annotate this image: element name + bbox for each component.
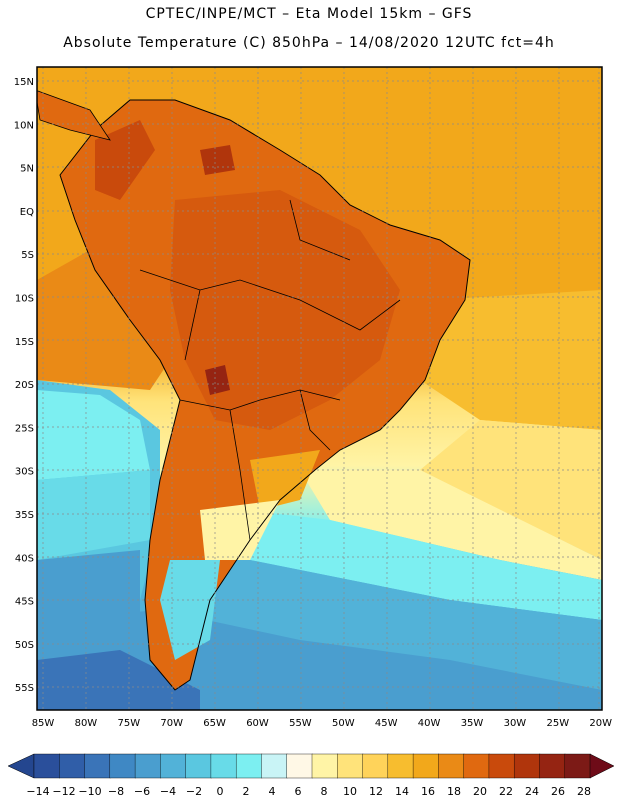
colorbar-label: 6 (295, 785, 302, 798)
colorbar-high-arrow (589, 753, 615, 779)
colorbar-label: 0 (217, 785, 224, 798)
colorbar-swatch (109, 753, 136, 779)
longitude-label: 40W (418, 718, 441, 729)
colorbar-label: 26 (551, 785, 565, 798)
colorbar-label: 2 (243, 785, 250, 798)
latitude-label: 10S (15, 294, 34, 305)
colorbar-label: 28 (577, 785, 591, 798)
longitude-label: 25W (546, 718, 569, 729)
colorbar-label: 14 (395, 785, 409, 798)
latitude-label: 45S (15, 597, 34, 608)
longitude-labels: 85W 80W 75W 70W 65W 60W 55W 50W 45W 40W 35W 30W 25W 2… (32, 718, 612, 729)
colorbar-swatch (33, 753, 60, 779)
colorbar-swatch (488, 753, 515, 779)
latitude-label: 40S (15, 553, 34, 564)
colorbar-label: 24 (525, 785, 539, 798)
colorbar-swatch (311, 753, 338, 779)
longitude-label: 75W (117, 718, 140, 729)
longitude-label: 50W (332, 718, 355, 729)
colorbar-label: 8 (321, 785, 328, 798)
map-title-line2: Absolute Temperature (C) 850hPa – 14/08/… (63, 35, 555, 51)
colorbar-swatch (210, 753, 237, 779)
latitude-label: EQ (20, 207, 34, 218)
longitude-label: 85W (32, 718, 55, 729)
colorbar-label: −8 (108, 785, 124, 798)
colorbar-swatch (362, 753, 389, 779)
longitude-label: 35W (461, 718, 484, 729)
colorbar-label: 10 (343, 785, 357, 798)
colorbar-label: −14 (26, 785, 49, 798)
colorbar-swatch (261, 753, 288, 779)
colorbar-swatch (539, 753, 566, 779)
colorbar-swatch (286, 753, 313, 779)
colorbar-swatch (438, 753, 465, 779)
colorbar-label: 4 (269, 785, 276, 798)
colorbar-label: −12 (52, 785, 75, 798)
colorbar-label: 22 (499, 785, 513, 798)
colorbar-label: 18 (447, 785, 461, 798)
colorbar-swatch (84, 753, 111, 779)
longitude-label: 60W (246, 718, 269, 729)
colorbar-swatch (564, 753, 591, 779)
latitude-labels: 15N 10N 5N EQ 5S 10S 15S 20S 25S 30S 35S 40S 45S 50S 5… (14, 77, 34, 694)
colorbar-swatch (463, 753, 490, 779)
longitude-label: 80W (75, 718, 98, 729)
latitude-label: 10N (14, 120, 34, 131)
colorbar-swatch (412, 753, 440, 779)
latitude-label: 15S (15, 337, 34, 348)
colorbar-swatch (160, 753, 187, 779)
colorbar-label: 20 (473, 785, 487, 798)
map-frame (36, 66, 603, 711)
colorbar-low-arrow (7, 753, 35, 779)
longitude-label: 45W (375, 718, 398, 729)
latitude-label: 5S (21, 250, 34, 261)
latitude-label: 35S (15, 510, 34, 521)
latitude-label: 55S (15, 683, 34, 694)
colorbar-label: −6 (134, 785, 150, 798)
colorbar-swatch (59, 753, 86, 779)
colorbar-swatch (387, 753, 414, 779)
colorbar-swatch (185, 753, 212, 779)
colorbar-labels: −14 −12 −10 −8 −6 −4 −2 0 2 4 6 8 10 12 14 16 18 20 22 24 26… (26, 785, 591, 798)
colorbar-swatch (337, 753, 364, 779)
colorbar-label: −4 (160, 785, 176, 798)
colorbar-label: 12 (369, 785, 383, 798)
longitude-label: 55W (289, 718, 312, 729)
colorbar-swatch (513, 753, 541, 779)
colorbar-swatch (134, 753, 162, 779)
map-field (37, 67, 602, 710)
longitude-label: 20W (589, 718, 612, 729)
latitude-label: 20S (15, 380, 34, 391)
colorbar-label: −10 (78, 785, 101, 798)
longitude-label: 30W (504, 718, 527, 729)
colorbar-label: 16 (421, 785, 435, 798)
latitude-label: 50S (15, 640, 34, 651)
latitude-label: 5N (20, 164, 34, 175)
colorbar-swatches (33, 753, 591, 779)
latitude-label: 15N (14, 77, 34, 88)
map-title-line1: CPTEC/INPE/MCT – Eta Model 15km – GFS (145, 6, 473, 22)
colorbar-label: −2 (186, 785, 202, 798)
latitude-label: 25S (15, 423, 34, 434)
colorbar-swatch (235, 753, 263, 779)
longitude-label: 70W (160, 718, 183, 729)
latitude-label: 30S (15, 467, 34, 478)
longitude-label: 65W (203, 718, 226, 729)
